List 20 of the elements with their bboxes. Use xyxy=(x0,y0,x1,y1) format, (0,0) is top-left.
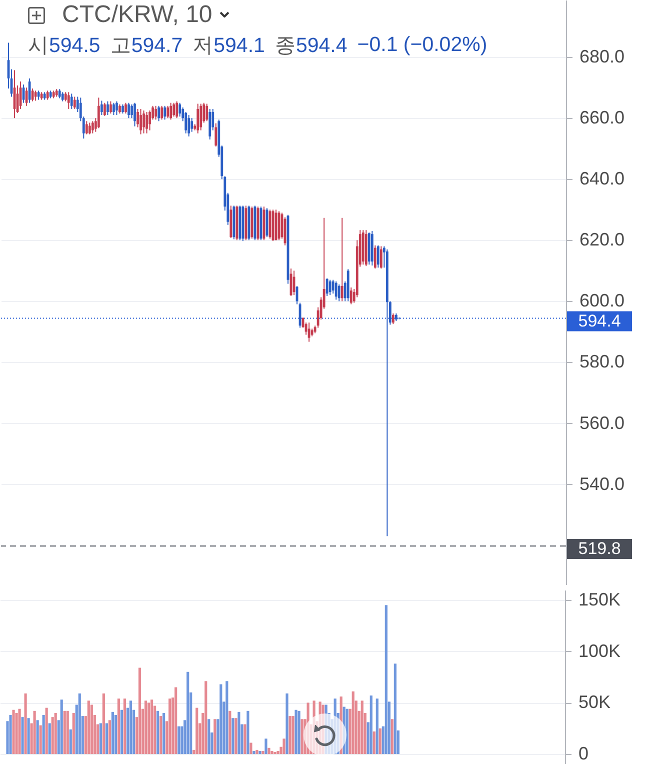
ref-line-label: 519.8 xyxy=(578,538,621,558)
y-tick-label: 540.0 xyxy=(580,474,625,494)
annotation: 종594.4 xyxy=(274,34,348,57)
y-tick-label: 680.0 xyxy=(580,46,625,67)
y-tick-label: 640.0 xyxy=(580,168,625,189)
y-tick-label: 660.0 xyxy=(580,108,625,128)
y-tick-label: 50K xyxy=(578,692,611,712)
y-tick-label: 100K xyxy=(578,640,621,661)
annotation: −0.1 (−0.02%) xyxy=(357,33,488,56)
y-tick-label: 580.0 xyxy=(580,352,625,372)
y-tick-label: 0 xyxy=(578,744,589,764)
chart-title: CTC/KRW, 10 xyxy=(62,1,212,29)
y-tick-label: 560.0 xyxy=(580,412,625,433)
annotation: 고594.7 xyxy=(110,34,183,57)
y-tick-label: 620.0 xyxy=(580,230,625,250)
y-tick-label: 150K xyxy=(578,589,621,610)
y-tick-label: 600.0 xyxy=(580,290,625,311)
annotation: 시594.5 xyxy=(28,34,100,57)
ref-line-label: 594.4 xyxy=(578,311,621,330)
annotation: 저594.1 xyxy=(192,34,265,57)
